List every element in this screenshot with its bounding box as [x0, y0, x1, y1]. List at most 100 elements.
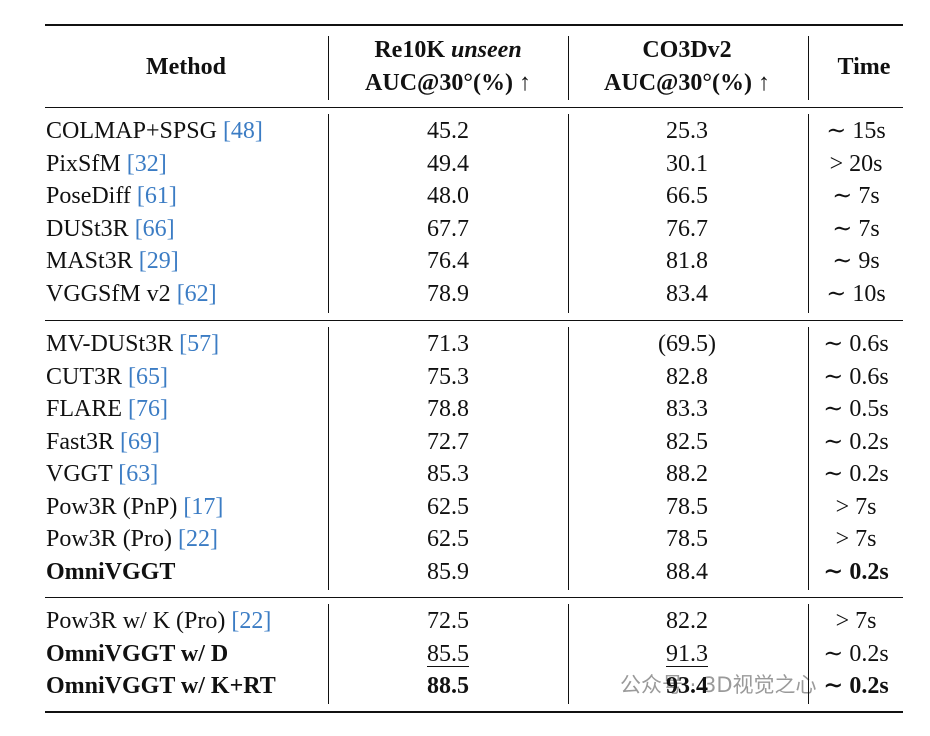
time-cell: ∼ 0.6s [823, 331, 889, 357]
co3d-cell: 93.4 [666, 673, 708, 700]
co3d-cell: 91.3 [666, 640, 708, 667]
time-cell: ∼ 0.2s [823, 558, 889, 585]
method-cell: COLMAP+SPSG [48] [46, 116, 263, 146]
method-name: Pow3R (PnP) [46, 493, 178, 520]
method-name: Pow3R (Pro) [46, 526, 173, 553]
time-cell: > 20s [829, 150, 883, 177]
co3d-cell: 82.8 [666, 363, 708, 390]
time-cell: ∼ 10s [826, 280, 886, 307]
citation: [22] [231, 608, 272, 634]
header-cell: Re10K unseen [374, 35, 521, 65]
header-rule [45, 107, 903, 108]
citation: [66] [134, 215, 175, 242]
header-text: Re10K [374, 37, 445, 63]
header-cell: AUC@30°(%) ↑ [365, 70, 531, 96]
re10k-cell: 78.8 [427, 396, 469, 423]
citation: [65] [128, 363, 168, 390]
column-divider [328, 604, 329, 704]
header-cell: CO3Dv2 [642, 37, 732, 63]
column-divider [808, 36, 809, 100]
method-name: OmniVGGT [46, 558, 176, 585]
time-cell: ∼ 0.6s [823, 363, 889, 390]
re10k-cell: 45.2 [427, 118, 469, 144]
method-name: PoseDiff [46, 183, 131, 210]
method-cell: MV-DUSt3R [57] [46, 329, 219, 359]
citation: [32] [126, 150, 167, 177]
citation: [61] [136, 183, 177, 210]
column-divider [328, 36, 329, 100]
method-name: PixSfM [46, 150, 121, 177]
co3d-cell: 82.5 [666, 428, 708, 455]
re10k-cell: 62.5 [427, 526, 469, 553]
top-rule [45, 24, 903, 26]
co3d-cell: 83.4 [666, 280, 708, 307]
citation: [63] [118, 461, 159, 488]
co3d-cell: 25.3 [666, 118, 708, 144]
co3d-cell: 83.3 [666, 396, 708, 423]
co3d-cell: 66.5 [666, 183, 708, 210]
column-divider [808, 114, 809, 313]
method-cell: MASt3R [29] [46, 246, 179, 276]
method-name: Fast3R [46, 428, 115, 455]
co3d-cell: 76.7 [666, 215, 708, 242]
co3d-cell: 88.4 [666, 558, 708, 585]
column-divider [808, 327, 809, 590]
method-cell: OmniVGGT [46, 557, 175, 587]
time-cell: ∼ 0.2s [823, 461, 889, 488]
header-cell: Method [146, 54, 226, 80]
method-cell: CUT3R [65] [46, 362, 168, 392]
co3d-cell: 30.1 [666, 150, 708, 177]
re10k-cell: 76.4 [427, 248, 469, 275]
re10k-cell: 48.0 [427, 183, 469, 210]
re10k-cell: 78.9 [427, 280, 469, 307]
re10k-cell: 88.5 [427, 673, 469, 700]
citation: [29] [138, 248, 179, 275]
column-divider [568, 604, 569, 704]
citation: [57] [179, 331, 220, 357]
column-divider [328, 114, 329, 313]
method-name: VGGSfM v2 [46, 280, 171, 307]
method-cell: Fast3R [69] [46, 427, 160, 457]
co3d-cell: 78.5 [666, 526, 708, 553]
method-cell: Pow3R (PnP) [17] [46, 492, 223, 522]
method-cell: VGGT [63] [46, 459, 158, 489]
bottom-rule [45, 711, 903, 713]
citation: [48] [222, 118, 263, 144]
re10k-cell: 62.5 [427, 493, 469, 520]
re10k-cell: 85.9 [427, 558, 469, 585]
column-divider [568, 114, 569, 313]
group-rule [45, 320, 903, 321]
method-cell: PoseDiff [61] [46, 181, 177, 211]
re10k-cell: 72.5 [427, 608, 469, 634]
co3d-cell: 78.5 [666, 493, 708, 520]
method-name: FLARE [46, 396, 123, 423]
time-cell: ∼ 9s [832, 248, 880, 275]
method-name: VGGT [46, 461, 113, 488]
re10k-cell: 71.3 [427, 331, 469, 357]
group-rule [45, 597, 903, 598]
citation: [69] [120, 428, 160, 455]
re10k-cell: 49.4 [427, 150, 469, 177]
method-name: MASt3R [46, 248, 133, 275]
co3d-cell: 81.8 [666, 248, 708, 275]
method-cell: Pow3R w/ K (Pro) [22] [46, 606, 271, 636]
method-cell: OmniVGGT w/ K+RT [46, 671, 276, 701]
time-cell: > 7s [835, 493, 877, 520]
citation: [76] [128, 396, 168, 423]
time-cell: ∼ 0.2s [823, 673, 889, 700]
time-cell: > 7s [835, 526, 877, 553]
method-cell: PixSfM [32] [46, 149, 167, 179]
time-cell: ∼ 0.2s [823, 428, 889, 455]
method-name: DUSt3R [46, 215, 129, 242]
re10k-cell: 67.7 [427, 215, 469, 242]
header-text: unseen [450, 37, 522, 63]
co3d-cell: (69.5) [658, 331, 716, 357]
time-cell: ∼ 15s [826, 118, 886, 144]
method-cell: FLARE [76] [46, 394, 168, 424]
header-cell: Time [837, 54, 891, 80]
method-name: COLMAP+SPSG [46, 118, 217, 144]
method-name: CUT3R [46, 363, 123, 390]
watermark: 公众号 · 3D视觉之心 [620, 673, 817, 697]
re10k-cell: 72.7 [427, 428, 469, 455]
